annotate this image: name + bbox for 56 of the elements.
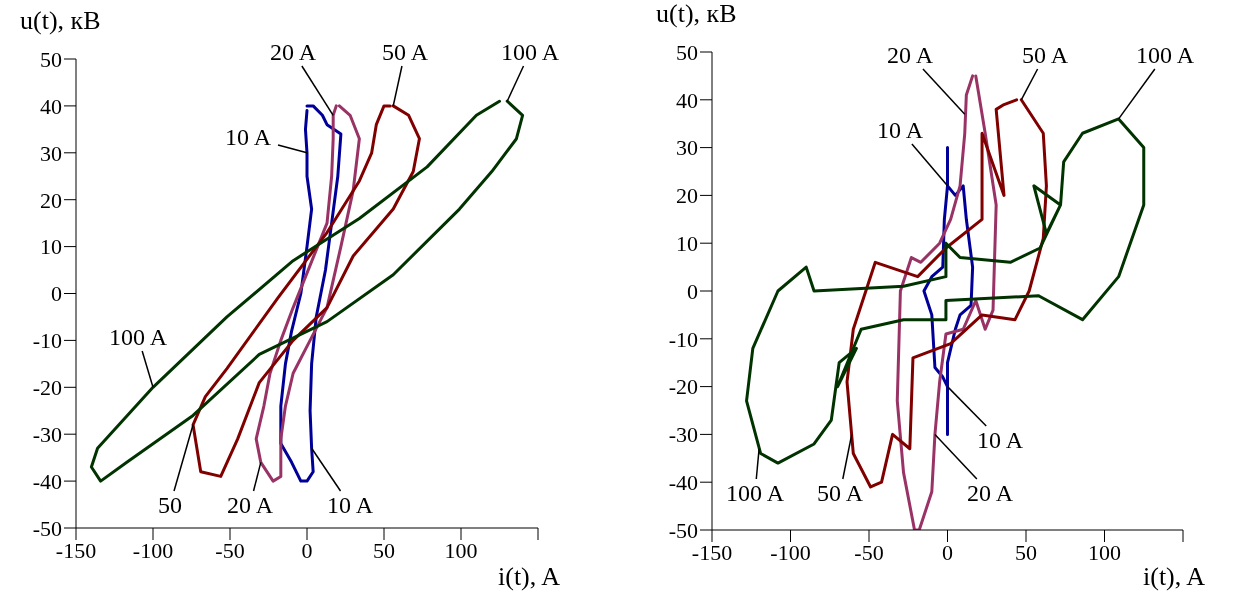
line-series — [191, 104, 421, 478]
annotation: 20 A — [269, 39, 317, 65]
y-tick-label: -10 — [32, 328, 62, 354]
annotation: 20 A — [966, 480, 1014, 506]
y-tick-label: -20 — [32, 375, 62, 401]
y-tick-label: 30 — [40, 140, 62, 166]
y-tick-label: 30 — [676, 135, 698, 161]
annotation: 50 A — [816, 480, 864, 506]
y-tick-label: -20 — [668, 374, 698, 400]
annotation: 10 A — [876, 117, 924, 143]
y-tick-label: 20 — [40, 187, 62, 213]
x-axis-title: i(t), A — [498, 562, 561, 591]
line-series — [279, 104, 343, 483]
line-series — [922, 146, 975, 436]
annotation: 10 A — [976, 427, 1024, 453]
y-tick-label: 50 — [676, 39, 698, 65]
x-tick-label: 0 — [942, 539, 953, 565]
y-tick-label: -30 — [668, 422, 698, 448]
x-tick-label: 100 — [1088, 539, 1121, 565]
x-tick-label: 0 — [301, 537, 313, 563]
y-axis-title: u(t), кВ — [656, 0, 737, 28]
annotation: 100 A — [108, 324, 168, 350]
annotation: 20 A — [886, 42, 934, 68]
y-tick-label: 20 — [676, 183, 698, 209]
y-axis-title: u(t), кВ — [20, 6, 101, 35]
annotation: 50 — [158, 492, 182, 518]
y-tick-label: 50 — [40, 46, 62, 72]
annotation: 100 A — [1135, 42, 1195, 68]
y-tick-label: 0 — [51, 281, 62, 307]
line-series — [89, 99, 525, 483]
annotation: 100 A — [500, 39, 560, 65]
y-tick-label: 10 — [676, 231, 698, 257]
y-tick-label: -40 — [668, 470, 698, 496]
x-tick-label: -100 — [132, 537, 174, 563]
x-tick-label: -50 — [854, 539, 884, 565]
annotation: 100 A — [725, 480, 785, 506]
x-tick-label: 100 — [444, 537, 478, 563]
line-series — [745, 117, 1146, 465]
x-tick-label: 50 — [1015, 539, 1037, 565]
line-series — [254, 104, 361, 483]
annotation: 50 A — [1021, 42, 1069, 68]
x-tick-label: -50 — [215, 537, 245, 563]
annotation: 20 A — [226, 492, 274, 518]
annotation: 10 A — [326, 492, 374, 518]
x-tick-label: 50 — [373, 537, 395, 563]
y-tick-label: -40 — [32, 468, 62, 494]
x-axis-title: i(t), A — [1143, 562, 1206, 591]
y-tick-label: 10 — [40, 234, 62, 260]
annotation: 50 A — [381, 39, 429, 65]
annotation: 10 A — [224, 124, 272, 150]
y-tick-label: 0 — [687, 278, 698, 304]
y-tick-label: -30 — [32, 422, 62, 448]
x-tick-label: -100 — [770, 539, 811, 565]
y-tick-label: 40 — [40, 93, 62, 119]
y-tick-label: 40 — [676, 87, 698, 113]
y-tick-label: -10 — [668, 326, 698, 352]
